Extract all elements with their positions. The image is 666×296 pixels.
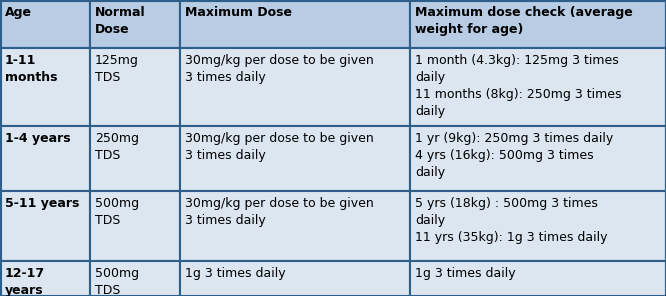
Text: 30mg/kg per dose to be given
3 times daily: 30mg/kg per dose to be given 3 times dai… (185, 132, 374, 162)
Bar (410, 191, 666, 261)
Bar (180, 261, 410, 296)
Text: 12-17
years: 12-17 years (5, 267, 45, 296)
Bar (0, 261, 90, 296)
Text: 1g 3 times daily: 1g 3 times daily (185, 267, 286, 280)
Text: 5 yrs (18kg) : 500mg 3 times
daily
11 yrs (35kg): 1g 3 times daily: 5 yrs (18kg) : 500mg 3 times daily 11 yr… (415, 197, 607, 244)
Bar (90, 261, 180, 296)
Text: 1g 3 times daily: 1g 3 times daily (415, 267, 515, 280)
Text: 30mg/kg per dose to be given
3 times daily: 30mg/kg per dose to be given 3 times dai… (185, 197, 374, 227)
Text: 1-4 years: 1-4 years (5, 132, 71, 145)
Bar (180, 48, 410, 126)
Bar (90, 191, 180, 261)
Text: 500mg
TDS: 500mg TDS (95, 267, 139, 296)
Bar (90, 0, 180, 48)
Bar (410, 0, 666, 48)
Text: 1 month (4.3kg): 125mg 3 times
daily
11 months (8kg): 250mg 3 times
daily: 1 month (4.3kg): 125mg 3 times daily 11 … (415, 54, 621, 118)
Bar (410, 261, 666, 296)
Text: Age: Age (5, 6, 32, 19)
Text: 125mg
TDS: 125mg TDS (95, 54, 139, 84)
Bar (180, 126, 410, 191)
Bar (0, 126, 90, 191)
Text: 1 yr (9kg): 250mg 3 times daily
4 yrs (16kg): 500mg 3 times
daily: 1 yr (9kg): 250mg 3 times daily 4 yrs (1… (415, 132, 613, 179)
Bar (410, 48, 666, 126)
Text: Normal
Dose: Normal Dose (95, 6, 146, 36)
Text: 30mg/kg per dose to be given
3 times daily: 30mg/kg per dose to be given 3 times dai… (185, 54, 374, 84)
Text: 500mg
TDS: 500mg TDS (95, 197, 139, 227)
Text: 1-11
months: 1-11 months (5, 54, 57, 84)
Bar (0, 191, 90, 261)
Text: 250mg
TDS: 250mg TDS (95, 132, 139, 162)
Text: 5-11 years: 5-11 years (5, 197, 79, 210)
Bar (90, 126, 180, 191)
Bar (180, 0, 410, 48)
Bar (410, 126, 666, 191)
Bar (0, 48, 90, 126)
Bar (0, 0, 90, 48)
Bar (180, 191, 410, 261)
Bar (90, 48, 180, 126)
Text: Maximum dose check (average
weight for age): Maximum dose check (average weight for a… (415, 6, 633, 36)
Text: Maximum Dose: Maximum Dose (185, 6, 292, 19)
